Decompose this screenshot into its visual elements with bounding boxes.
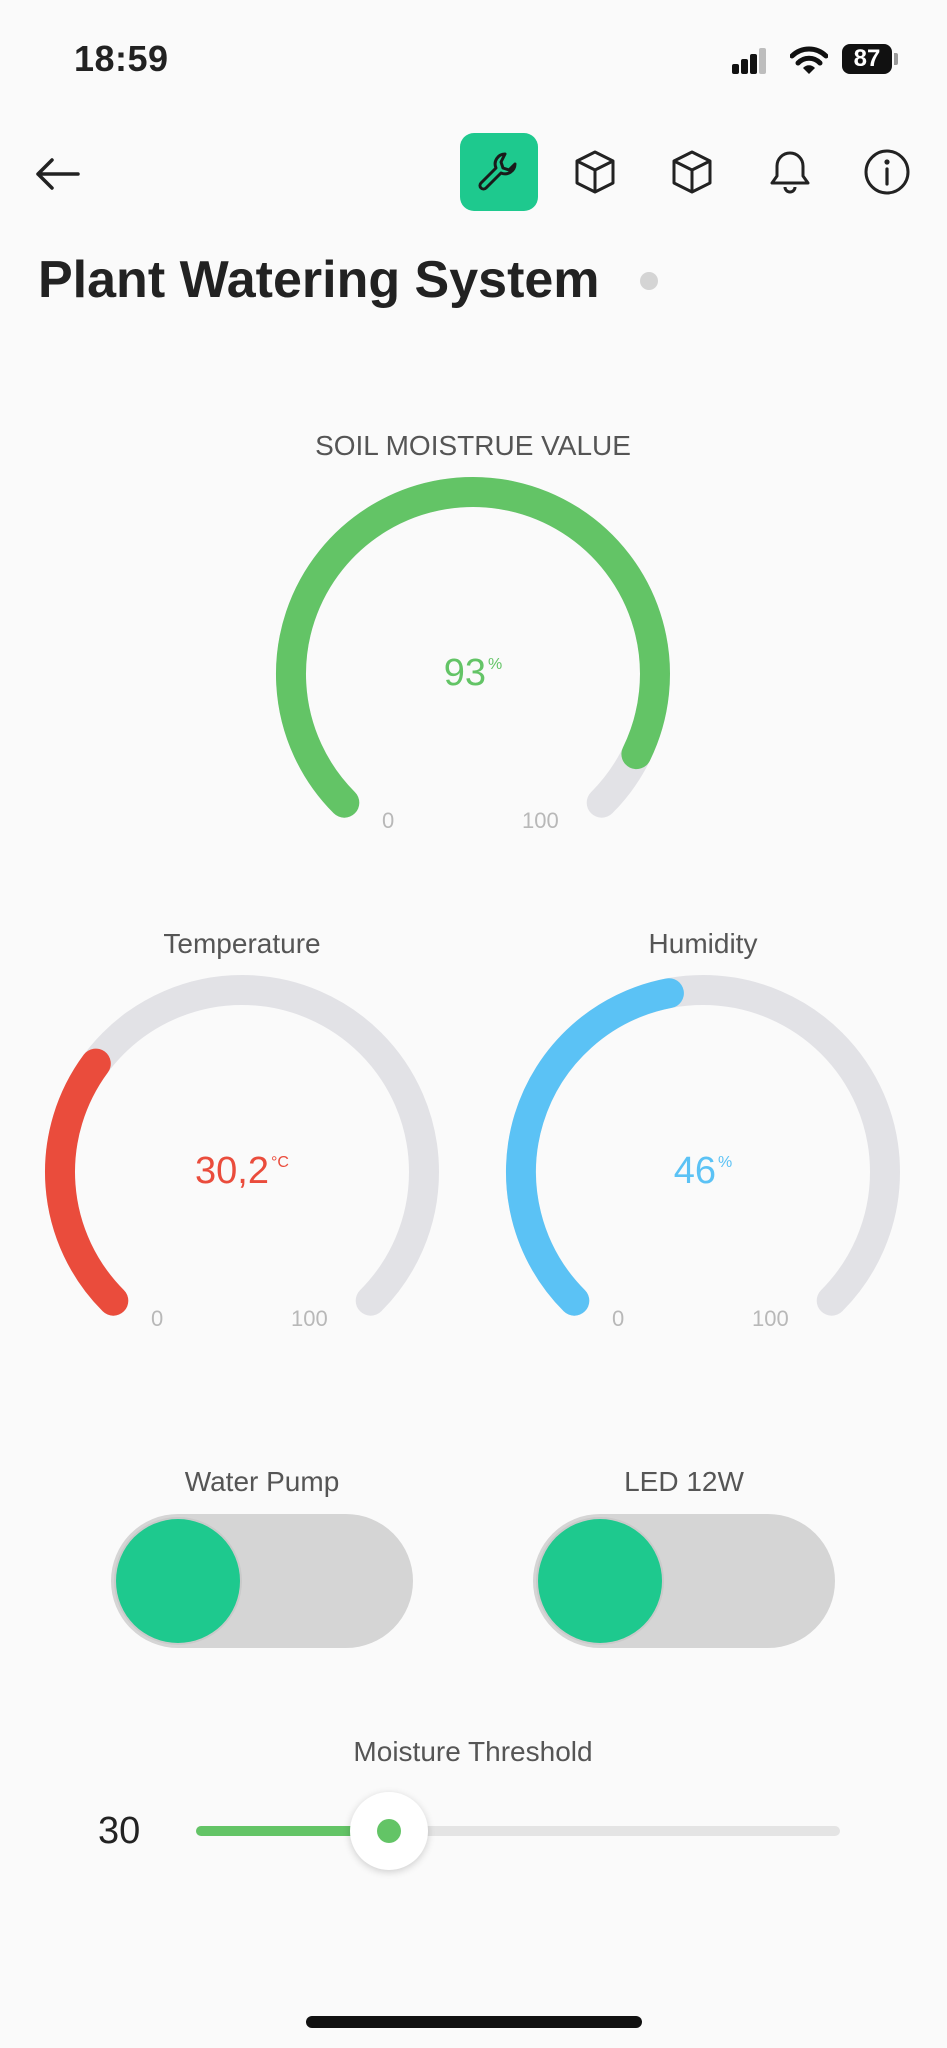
- bell-icon: [770, 151, 810, 194]
- temperature-gauge: [45, 975, 439, 1316]
- signal-icon: [732, 48, 766, 74]
- led-toggle[interactable]: [533, 1514, 835, 1648]
- water-pump-label: Water Pump: [184, 1466, 340, 1497]
- info-button[interactable]: [848, 133, 926, 211]
- soil-gauge-max: 100: [522, 808, 559, 833]
- soil-moisture-gauge: [276, 477, 670, 818]
- notifications-button[interactable]: [751, 133, 829, 211]
- gauge-unit: %: [718, 1154, 733, 1171]
- gauge-fill: [505, 978, 684, 1316]
- cube-icon: [672, 150, 712, 194]
- home-indicator: [306, 2016, 642, 2028]
- humidity-gauge-max: 100: [752, 1306, 789, 1331]
- threshold-slider-track[interactable]: [196, 1826, 840, 1836]
- soil-gauge-value: 93%: [373, 652, 573, 695]
- gauge-value-text: 93: [443, 652, 487, 694]
- soil-gauge-label: SOIL MOISTRUE VALUE: [315, 430, 631, 461]
- threshold-slider-thumb[interactable]: [350, 1792, 429, 1870]
- gauge-unit: °C: [271, 1154, 289, 1171]
- water-pump-toggle[interactable]: [111, 1514, 413, 1648]
- threshold-value: 30: [98, 1810, 141, 1852]
- humidity-gauge: [505, 975, 900, 1316]
- wrench-icon: [478, 152, 517, 191]
- wifi-icon: [790, 46, 828, 74]
- gauge-fill: [276, 477, 670, 818]
- threshold-slider-fill: [196, 1826, 390, 1836]
- led-label: LED 12W: [624, 1466, 744, 1497]
- humidity-gauge-min: 0: [612, 1306, 625, 1331]
- tab-settings-button[interactable]: [460, 133, 538, 211]
- tab-device-button-1[interactable]: [556, 133, 634, 211]
- toggle-knob[interactable]: [538, 1519, 662, 1643]
- back-button[interactable]: [30, 146, 86, 202]
- gauge-value-text: 30,2: [195, 1150, 269, 1192]
- cube-icon: [575, 150, 615, 194]
- device-status-dot: [640, 272, 658, 290]
- back-arrow-icon: [36, 158, 80, 190]
- soil-gauge-min: 0: [382, 808, 395, 833]
- humidity-gauge-label: Humidity: [648, 928, 758, 959]
- gauge-unit: %: [488, 656, 503, 673]
- tab-device-button-2[interactable]: [653, 133, 731, 211]
- slider-thumb-dot: [377, 1819, 402, 1843]
- battery-indicator: 87: [842, 44, 892, 74]
- temperature-gauge-max: 100: [291, 1306, 328, 1331]
- toggle-knob[interactable]: [116, 1519, 240, 1643]
- temperature-gauge-label: Temperature: [163, 928, 321, 959]
- temperature-gauge-min: 0: [151, 1306, 164, 1331]
- page-title: Plant Watering System: [38, 251, 600, 309]
- gauge-fill: [45, 1048, 129, 1316]
- gauge-track: [45, 975, 439, 1316]
- battery-tip: [894, 53, 898, 65]
- threshold-label: Moisture Threshold: [353, 1736, 593, 1767]
- gauge-value-text: 46: [673, 1150, 717, 1192]
- humidity-gauge-value: 46%: [603, 1150, 803, 1193]
- temperature-gauge-value: 30,2 °C: [142, 1150, 342, 1193]
- info-icon: [864, 149, 910, 195]
- status-time: 18:59: [74, 38, 169, 79]
